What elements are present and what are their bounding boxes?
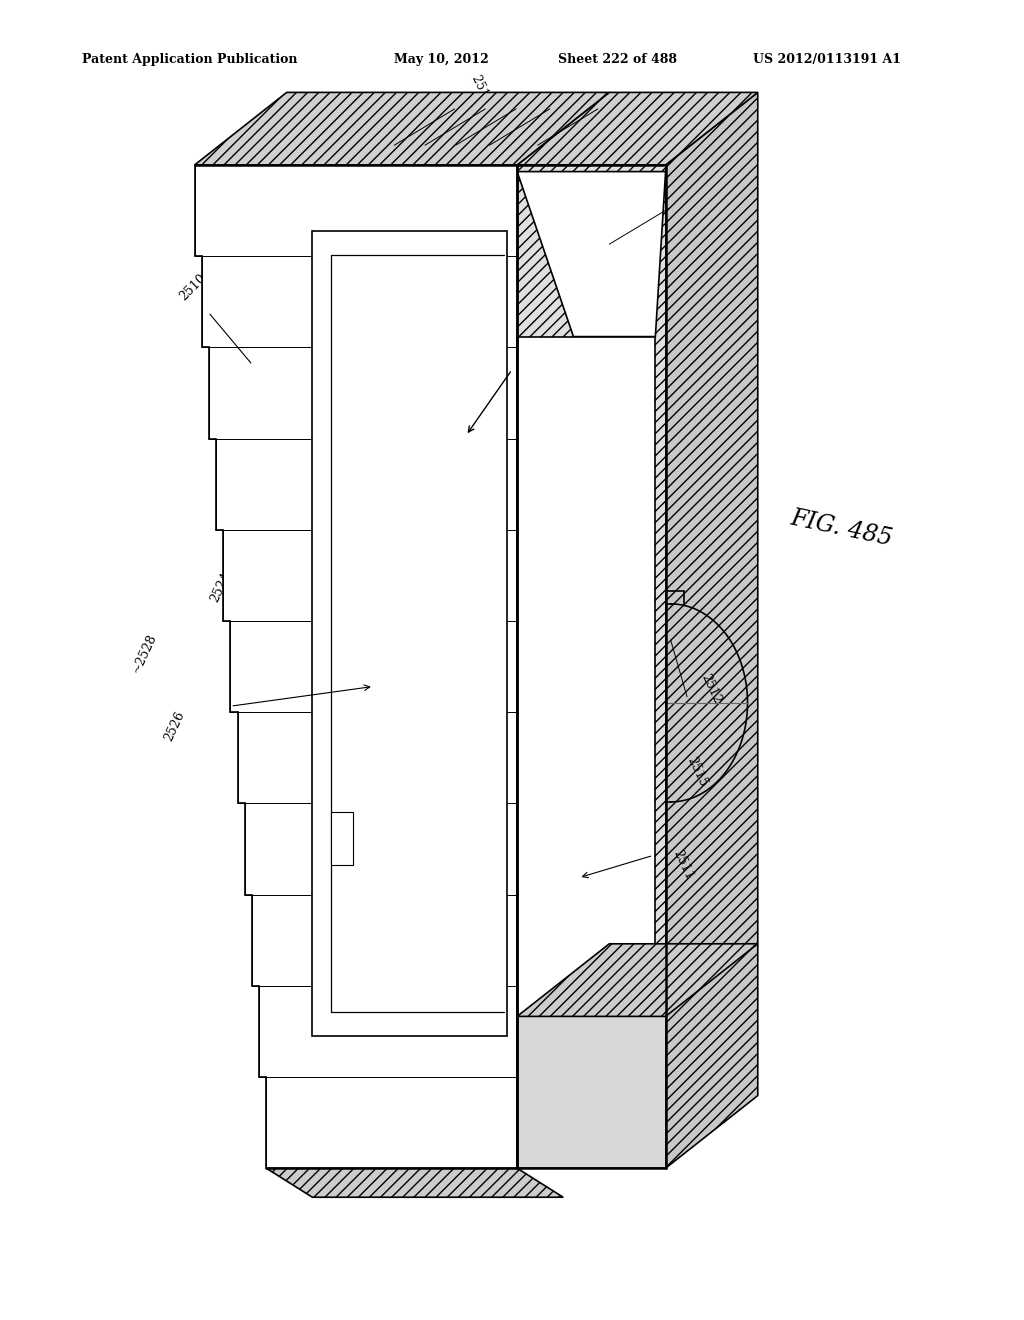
Polygon shape bbox=[517, 172, 666, 337]
Text: 2511: 2511 bbox=[671, 847, 696, 882]
Polygon shape bbox=[195, 92, 609, 165]
Text: May 10, 2012: May 10, 2012 bbox=[394, 53, 489, 66]
Polygon shape bbox=[266, 1077, 517, 1168]
Text: 2515: 2515 bbox=[684, 755, 710, 789]
Polygon shape bbox=[245, 804, 517, 895]
Polygon shape bbox=[252, 895, 517, 986]
Text: 2517, 2518: 2517, 2518 bbox=[469, 73, 510, 139]
Polygon shape bbox=[259, 986, 517, 1077]
Polygon shape bbox=[517, 165, 666, 1168]
Polygon shape bbox=[195, 165, 517, 256]
Text: 2524: 2524 bbox=[208, 570, 233, 605]
Polygon shape bbox=[517, 944, 758, 1016]
Text: Sheet 222 of 488: Sheet 222 of 488 bbox=[558, 53, 677, 66]
Polygon shape bbox=[517, 337, 655, 1016]
Text: 2521: 2521 bbox=[428, 729, 454, 763]
Polygon shape bbox=[266, 1168, 563, 1197]
Polygon shape bbox=[331, 812, 353, 865]
Polygon shape bbox=[312, 231, 507, 1036]
Text: 2513: 2513 bbox=[597, 205, 622, 238]
Polygon shape bbox=[666, 92, 758, 1168]
Text: 2516: 2516 bbox=[525, 106, 550, 139]
Polygon shape bbox=[517, 1016, 666, 1168]
Text: ~2528: ~2528 bbox=[129, 631, 159, 676]
Polygon shape bbox=[238, 713, 517, 804]
Polygon shape bbox=[223, 529, 517, 620]
Polygon shape bbox=[202, 256, 517, 347]
Text: 2510: 2510 bbox=[177, 272, 208, 304]
Text: 2512: 2512 bbox=[698, 672, 724, 706]
Text: 2522: 2522 bbox=[413, 106, 437, 139]
Text: 2526: 2526 bbox=[162, 709, 187, 743]
Polygon shape bbox=[216, 438, 517, 529]
Text: Patent Application Publication: Patent Application Publication bbox=[82, 53, 297, 66]
Polygon shape bbox=[209, 347, 517, 438]
Text: 2523: 2523 bbox=[382, 106, 407, 139]
Text: 2520: 2520 bbox=[443, 106, 468, 139]
Polygon shape bbox=[517, 92, 758, 165]
Text: US 2012/0113191 A1: US 2012/0113191 A1 bbox=[753, 53, 901, 66]
Text: FIG. 485: FIG. 485 bbox=[788, 506, 895, 550]
Polygon shape bbox=[230, 620, 517, 713]
